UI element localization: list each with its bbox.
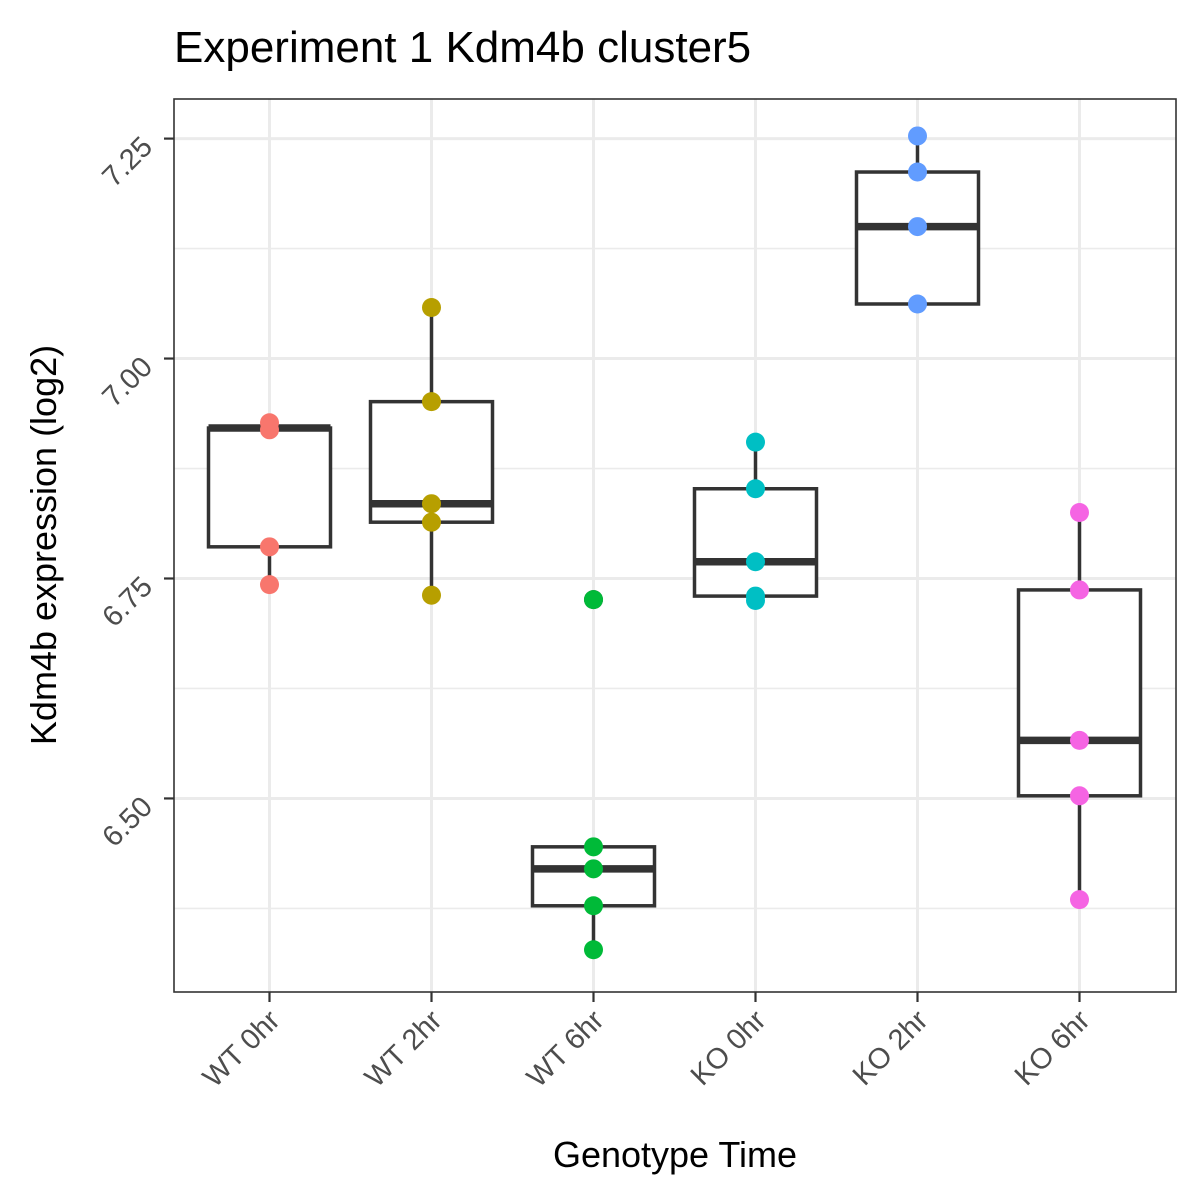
data-point-1-4 xyxy=(422,585,441,605)
data-point-1-3 xyxy=(422,512,441,532)
box-rect-3 xyxy=(692,487,819,598)
data-point-2-2 xyxy=(584,859,603,879)
box-rect-4 xyxy=(854,170,981,306)
data-point-4-1 xyxy=(908,162,927,182)
data-point-4-0 xyxy=(908,126,927,146)
data-point-4-2 xyxy=(908,217,927,237)
data-point-3-4 xyxy=(746,590,765,610)
box-rect-5 xyxy=(1016,588,1143,798)
data-point-2-4 xyxy=(584,940,603,960)
data-point-2-3 xyxy=(584,896,603,916)
data-point-5-2 xyxy=(1070,730,1089,750)
box-rect-0 xyxy=(206,426,333,549)
data-point-0-2 xyxy=(260,537,279,557)
data-point-4-3 xyxy=(908,294,927,314)
x-axis-title: Genotype Time xyxy=(553,1134,797,1175)
data-point-3-0 xyxy=(746,432,765,452)
data-point-1-1 xyxy=(422,392,441,412)
data-point-1-2 xyxy=(422,494,441,514)
data-point-3-1 xyxy=(746,479,765,499)
data-point-2-0 xyxy=(584,590,603,610)
point-layer xyxy=(260,126,1089,960)
y-axis-title: Kdm4b expression (log2) xyxy=(23,345,64,745)
data-point-5-4 xyxy=(1070,890,1089,910)
data-point-5-0 xyxy=(1070,503,1089,523)
data-point-3-2 xyxy=(746,552,765,572)
data-point-5-3 xyxy=(1070,786,1089,806)
chart-title: Experiment 1 Kdm4b cluster5 xyxy=(174,23,751,72)
panel-border xyxy=(173,98,1177,993)
box-0 xyxy=(206,424,333,585)
data-point-0-3 xyxy=(260,575,279,595)
data-point-2-1 xyxy=(584,837,603,857)
plot-panel xyxy=(173,98,1177,993)
data-point-1-0 xyxy=(422,298,441,318)
data-point-0-1 xyxy=(260,420,279,440)
box-5 xyxy=(1016,512,1143,900)
data-point-5-1 xyxy=(1070,580,1089,600)
